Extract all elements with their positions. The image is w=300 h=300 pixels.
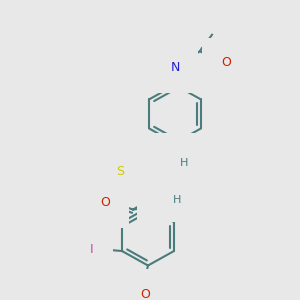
Text: H: H xyxy=(173,195,181,205)
Text: NH: NH xyxy=(156,188,174,202)
Text: I: I xyxy=(90,243,94,256)
Text: S: S xyxy=(116,165,124,178)
Text: N: N xyxy=(170,61,180,74)
Text: O: O xyxy=(100,196,110,209)
Text: H: H xyxy=(180,158,188,168)
Text: NH: NH xyxy=(163,152,182,165)
Text: O: O xyxy=(140,288,150,300)
Text: O: O xyxy=(221,56,231,69)
